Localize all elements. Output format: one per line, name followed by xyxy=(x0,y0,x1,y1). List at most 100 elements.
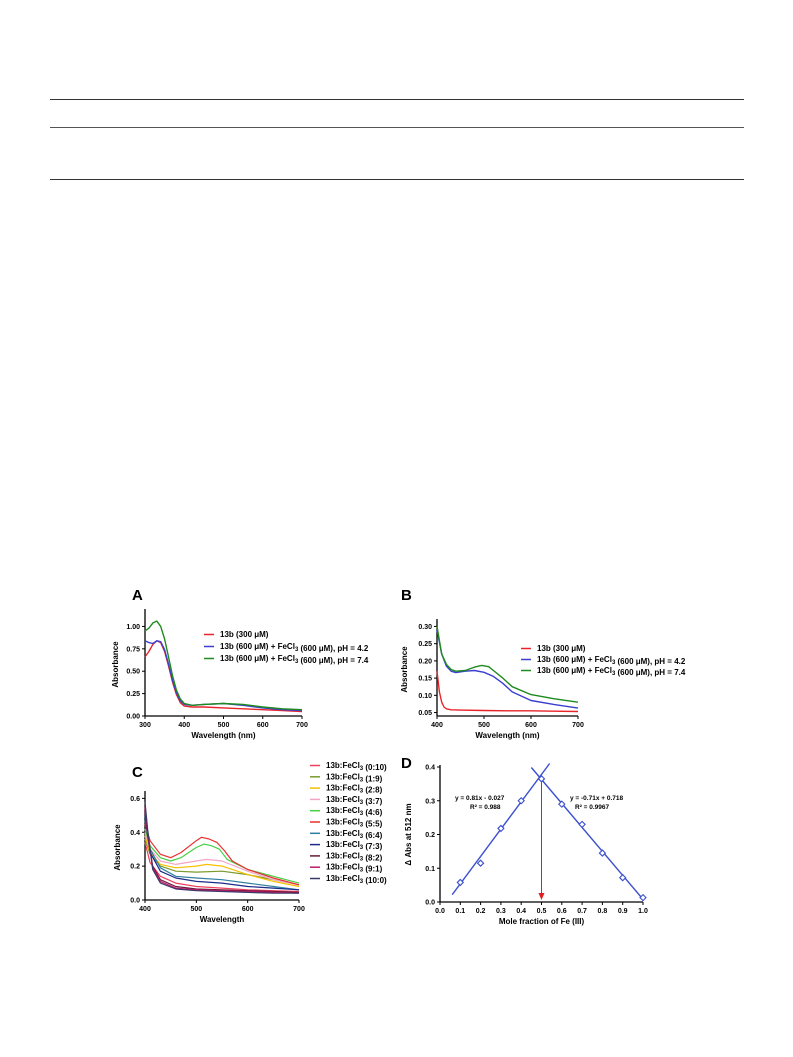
x-tick-label: 500 xyxy=(218,722,230,729)
middle-rule xyxy=(50,127,744,128)
legend-label: 13b:FeCl3 (2:8) xyxy=(326,784,383,795)
legend-label: 13b:FeCl3 (3:7) xyxy=(326,795,383,806)
x-tick-label: 0.2 xyxy=(476,908,486,915)
data-point xyxy=(558,800,566,808)
chart-panel-b: B 400 500 600 700 0.05 0.10 0.15 0.20 0.25 0.30 Wav… xyxy=(400,587,686,740)
y-tick-label: 0.4 xyxy=(425,765,435,772)
data-point xyxy=(598,849,607,857)
legend-label: 13b:FeCl3 (9:1) xyxy=(326,863,383,874)
x-tick-label: 0.7 xyxy=(577,908,587,915)
x-tick-label: 0.0 xyxy=(435,908,445,915)
panel-letter-a: A xyxy=(132,587,143,604)
panel-letter-c: C xyxy=(132,764,143,781)
y-tick-label: 0.50 xyxy=(126,669,140,676)
data-point xyxy=(456,878,465,887)
series-line-8 xyxy=(144,815,300,891)
y-tick-label: 0.25 xyxy=(418,641,432,648)
legend-label: 13b (600 μM) + FeCl3 (600 μM), pH = 7.4 xyxy=(220,654,369,665)
data-point xyxy=(537,775,546,783)
top-rule xyxy=(50,99,744,100)
series-line-1 xyxy=(144,640,303,713)
fit-line-2 xyxy=(530,767,644,900)
bottom-rule xyxy=(50,179,744,180)
fit-equation-left: y = 0.81x - 0.027 xyxy=(455,795,505,802)
legend-label: 13b (600 μM) + FeCl3 (600 μM), pH = 7.4 xyxy=(537,666,686,677)
fit-r2-left: R² = 0.988 xyxy=(470,804,501,811)
y-tick-label: 0.2 xyxy=(425,832,435,839)
legend-label: 13b:FeCl3 (0:10) xyxy=(326,761,387,772)
y-tick-label: 0.6 xyxy=(130,796,140,803)
y-tick-label: 0.30 xyxy=(418,624,432,631)
series-line-2 xyxy=(144,640,303,712)
data-point xyxy=(497,824,505,833)
x-axis-label: Wavelength (nm) xyxy=(475,731,539,740)
y-tick-label: 1.00 xyxy=(126,624,140,631)
y-tick-label: 0.20 xyxy=(418,658,432,665)
x-tick-label: 0.1 xyxy=(455,908,465,915)
chart-panel-c: C 400 500 600 700 0.0 0.2 0.4 0.6 Wavelength Absor… xyxy=(113,761,387,924)
data-point xyxy=(639,893,647,902)
y-tick-label: 0.2 xyxy=(130,864,140,871)
series-line-2 xyxy=(436,629,579,709)
x-tick-label: 0.6 xyxy=(557,908,567,915)
data-point xyxy=(517,796,525,805)
y-tick-label: 0.1 xyxy=(425,866,435,873)
y-tick-label: 0.3 xyxy=(425,798,435,805)
data-point xyxy=(476,859,485,867)
fit-equation-right: y = -0.71x + 0.718 xyxy=(570,795,624,802)
y-axis-label: Absorbance xyxy=(111,641,120,688)
series-line-3 xyxy=(436,626,579,703)
legend-label: 13b:FeCl3 (10:0) xyxy=(326,874,387,885)
x-tick-label: 600 xyxy=(525,722,537,729)
x-tick-label: 0.4 xyxy=(516,908,526,915)
x-axis-label: Wavelength (nm) xyxy=(191,731,255,740)
y-tick-label: 0.15 xyxy=(418,676,432,683)
series-line-4 xyxy=(144,832,300,886)
x-axis-label: Mole fraction of Fe (III) xyxy=(499,917,585,926)
x-tick-label: 700 xyxy=(296,722,308,729)
x-tick-label: 500 xyxy=(478,722,490,729)
chart-panel-d: D 0.0 0.1 0.2 0.3 0.4 0.5 0.6 0.7 0.8 0.9 1.0 0.0 0.1… xyxy=(401,755,648,926)
legend-label: 13b:FeCl3 (4:6) xyxy=(326,806,383,817)
y-axis-label: Δ Abs at 512 nm xyxy=(404,803,413,865)
panel-letter-d: D xyxy=(401,755,412,772)
x-tick-label: 600 xyxy=(242,906,254,913)
legend-label: 13b (300 μM) xyxy=(537,644,586,653)
x-tick-label: 0.8 xyxy=(598,908,608,915)
y-tick-label: 0.0 xyxy=(425,900,435,907)
y-tick-label: 0.00 xyxy=(126,714,140,721)
panel-letter-b: B xyxy=(401,587,412,604)
x-tick-label: 400 xyxy=(178,722,190,729)
y-tick-label: 0.0 xyxy=(130,898,140,905)
data-point xyxy=(618,873,627,882)
x-tick-label: 0.5 xyxy=(537,908,547,915)
y-tick-label: 0.75 xyxy=(126,646,140,653)
y-tick-label: 0.10 xyxy=(418,693,432,700)
series-line-7 xyxy=(144,820,300,891)
arrow-head xyxy=(538,893,545,900)
legend-label: 13b:FeCl3 (6:4) xyxy=(326,829,383,840)
series-line-1 xyxy=(436,671,579,713)
x-tick-label: 700 xyxy=(572,722,584,729)
x-tick-label: 400 xyxy=(431,722,443,729)
x-tick-label: 0.9 xyxy=(618,908,628,915)
series-line-3 xyxy=(144,620,303,711)
series-line-2 xyxy=(144,838,300,886)
legend-label: 13b (600 μM) + FeCl3 (600 μM), pH = 4.2 xyxy=(537,655,686,666)
legend-label: 13b:FeCl3 (8:2) xyxy=(326,851,383,862)
y-axis-label: Absorbance xyxy=(113,824,122,871)
y-axis-label: Absorbance xyxy=(400,646,409,693)
x-tick-label: 400 xyxy=(139,906,151,913)
x-tick-label: 300 xyxy=(139,722,151,729)
x-axis-label: Wavelength xyxy=(200,915,245,924)
legend-label: 13b (600 μM) + FeCl3 (600 μM), pH = 4.2 xyxy=(220,642,369,653)
legend-label: 13b (300 μM) xyxy=(220,630,269,639)
series-line-6 xyxy=(144,823,300,886)
x-tick-label: 0.3 xyxy=(496,908,506,915)
y-tick-label: 0.25 xyxy=(126,691,140,698)
chart-panel-a: A 300 400 500 600 700 0.00 0.25 0.50 0.75 1.00 Wave… xyxy=(111,587,369,740)
y-tick-label: 0.05 xyxy=(418,710,432,717)
y-tick-label: 0.4 xyxy=(130,830,140,837)
data-point xyxy=(578,820,586,829)
x-tick-label: 600 xyxy=(257,722,269,729)
